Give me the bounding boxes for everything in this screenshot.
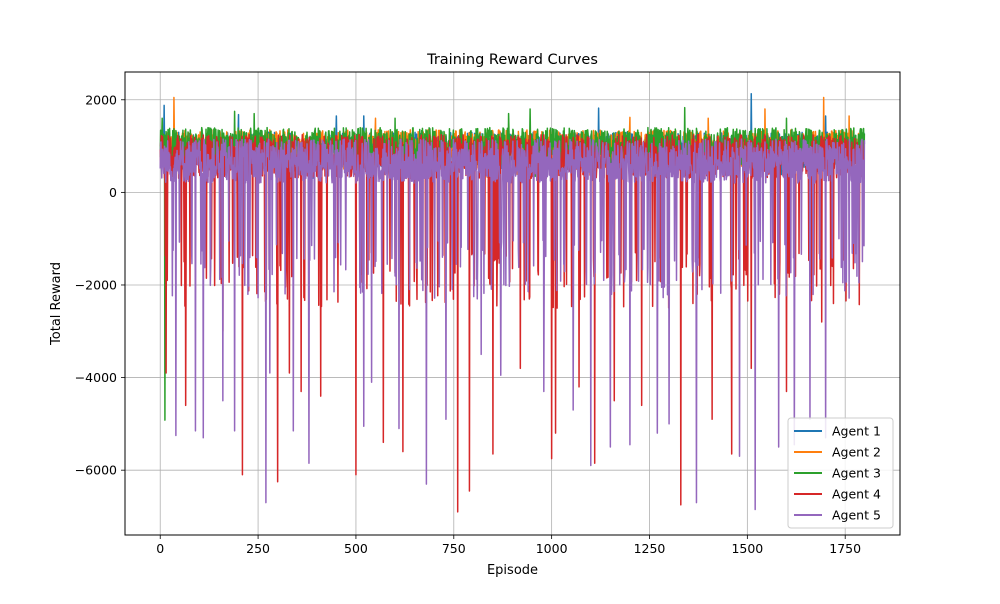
- x-tick-label: 500: [344, 541, 368, 556]
- x-tick-label: 1250: [634, 541, 666, 556]
- legend-label-agent-5: Agent 5: [832, 508, 881, 523]
- y-tick-label: −2000: [75, 277, 117, 292]
- legend-box: [787, 417, 894, 529]
- y-tick-label: 2000: [85, 92, 117, 107]
- ticks: 0 250 500 750 1000 1250 1500 1750 −6000 −4000 −200…: [75, 92, 861, 556]
- x-tick-label: 1750: [829, 541, 861, 556]
- legend: Agent 1 Agent 2 Agent 3 Agent 4 Agent 5: [787, 417, 894, 529]
- chart-title: Training Reward Curves: [426, 52, 598, 68]
- x-tick-label: 1500: [731, 541, 763, 556]
- x-tick-label: 1000: [536, 541, 568, 556]
- series-line-agent-5: [159, 138, 866, 511]
- x-tick-label: 250: [246, 541, 270, 556]
- series-line-agent-4: [159, 133, 866, 513]
- series-lines: [159, 93, 866, 513]
- axes-frame: [124, 71, 901, 536]
- x-tick-label: 750: [442, 541, 466, 556]
- legend-label-agent-2: Agent 2: [832, 445, 881, 460]
- legend-label-agent-1: Agent 1: [832, 424, 881, 439]
- y-tick-label: −4000: [75, 370, 117, 385]
- legend-label-agent-3: Agent 3: [832, 466, 881, 481]
- y-axis-label: Total Reward: [49, 262, 64, 346]
- x-tick-label: 0: [156, 541, 164, 556]
- y-tick-label: −6000: [75, 463, 117, 478]
- legend-entries: Agent 1 Agent 2 Agent 3 Agent 4 Agent 5: [794, 424, 881, 523]
- legend-label-agent-4: Agent 4: [832, 487, 881, 502]
- x-axis-label: Episode: [487, 563, 538, 578]
- y-tick-label: 0: [109, 185, 117, 200]
